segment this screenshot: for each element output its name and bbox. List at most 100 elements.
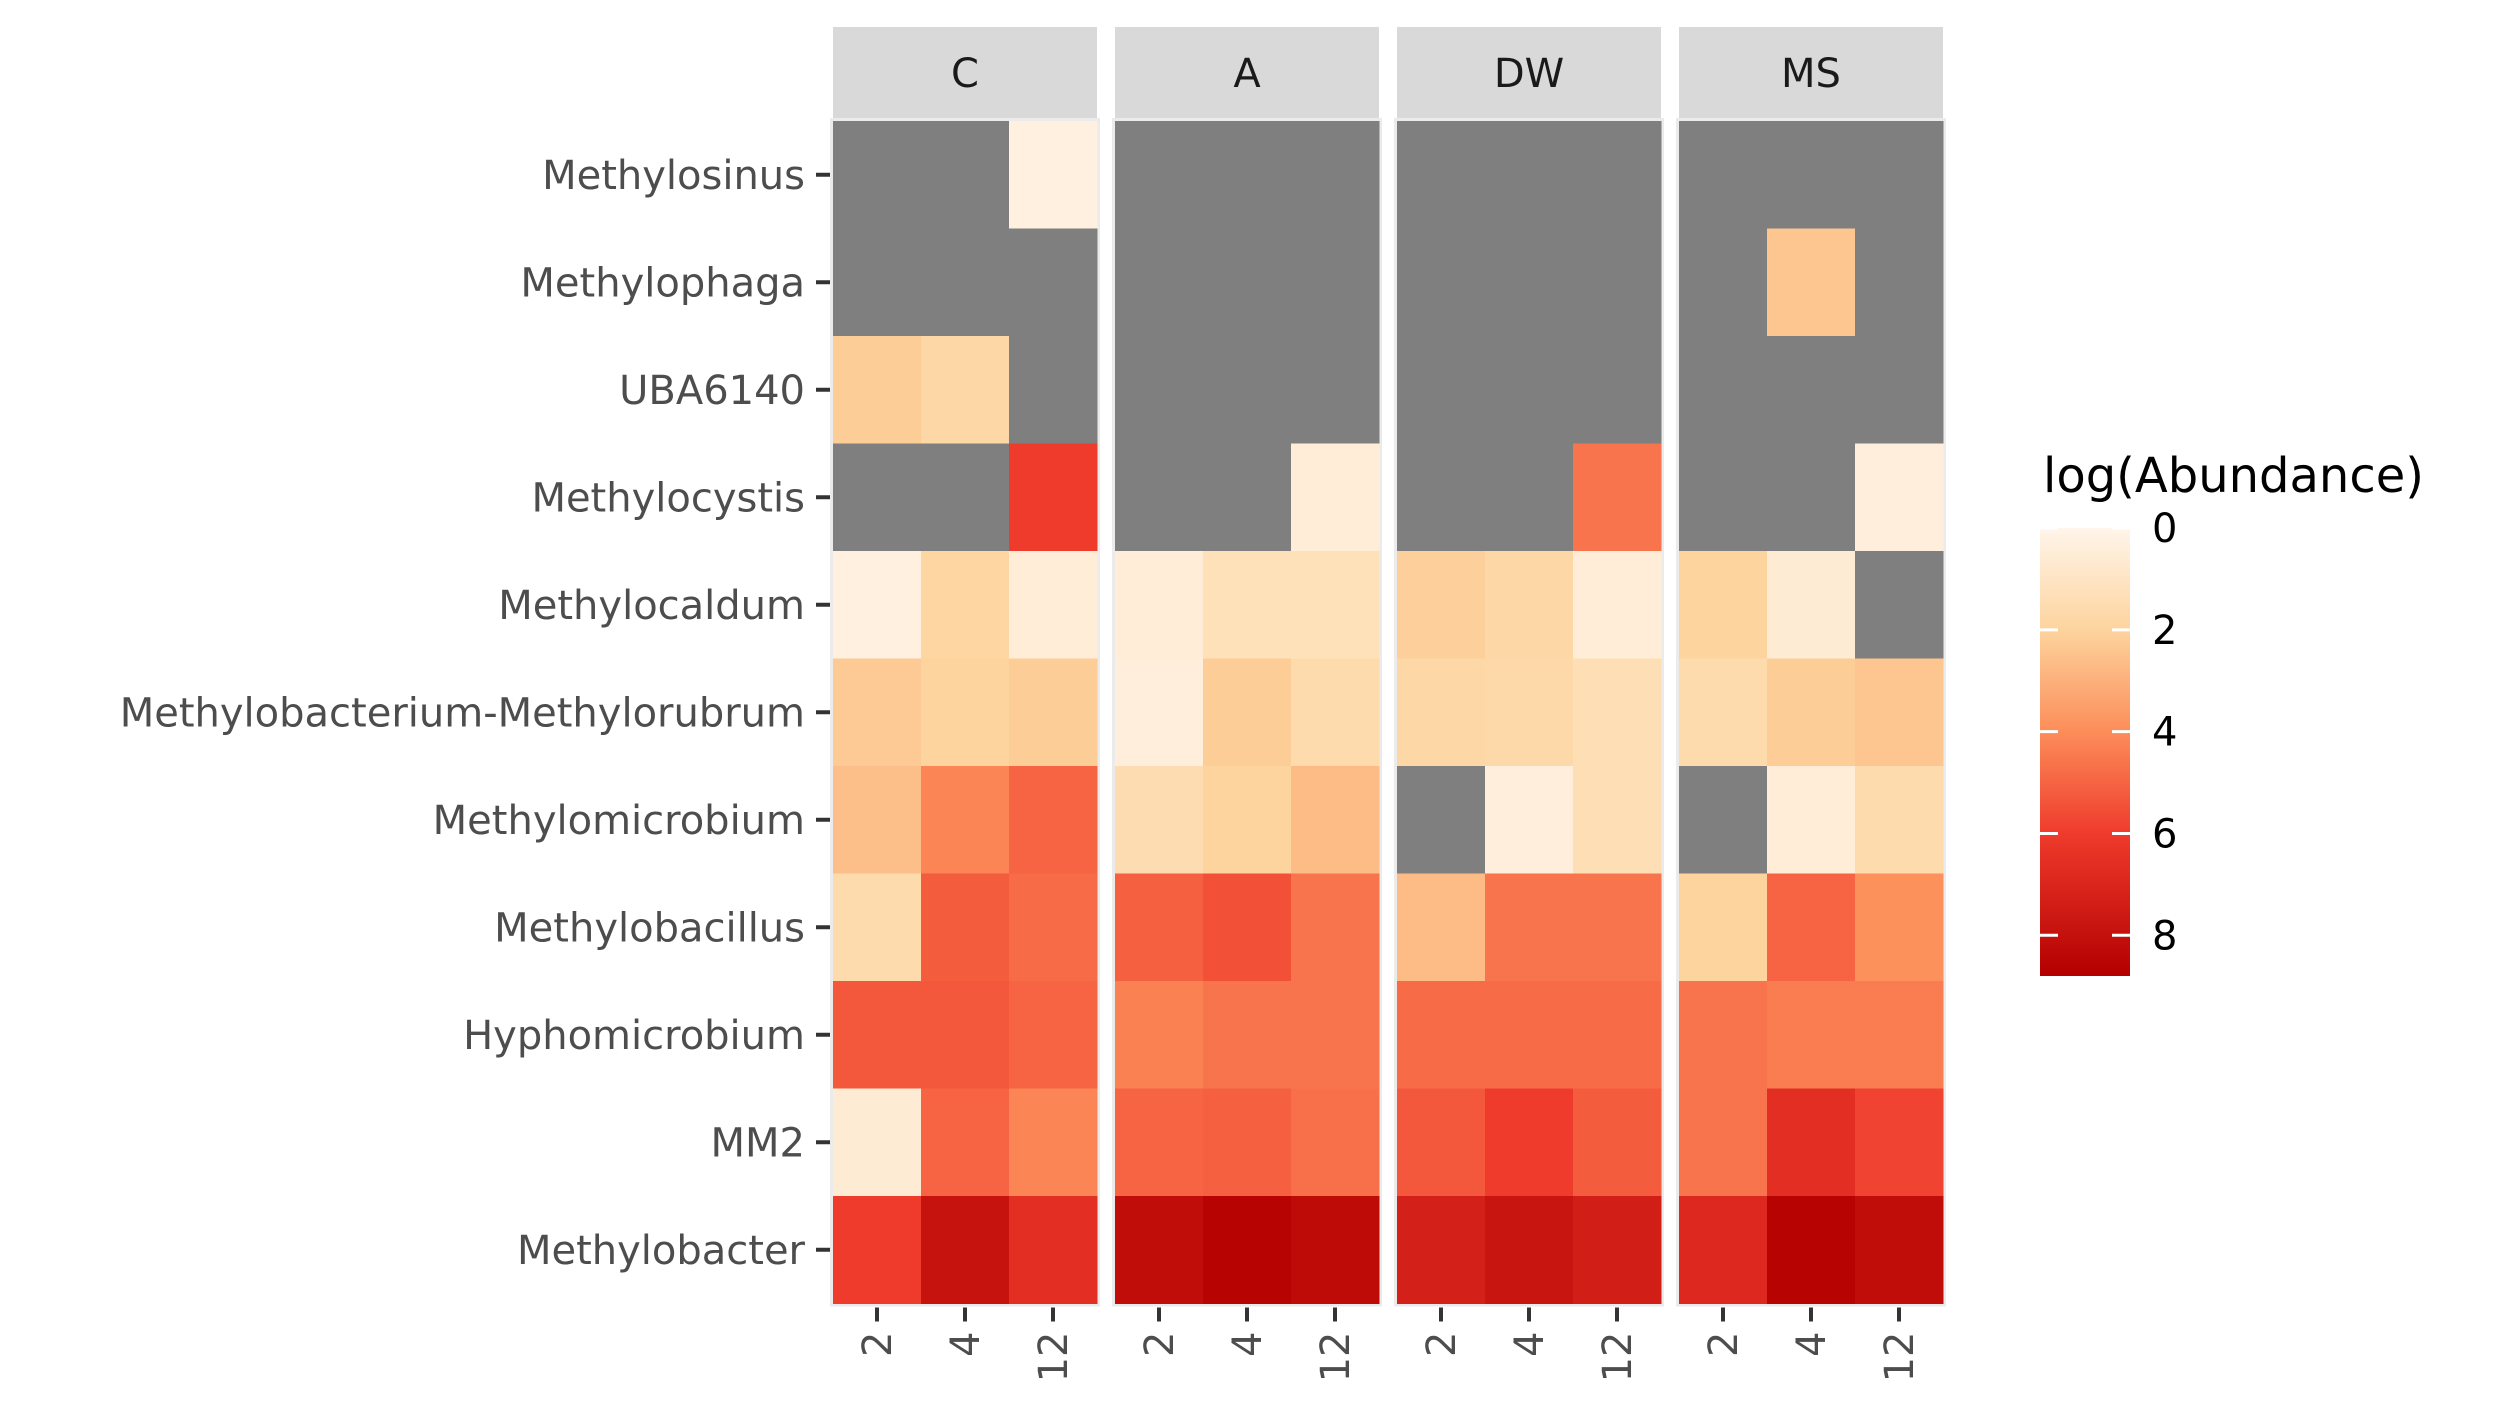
heatmap-cell xyxy=(1573,551,1662,659)
heatmap-cell xyxy=(1115,121,1204,229)
legend-tick-label: 4 xyxy=(2152,710,2177,756)
heatmap-cell xyxy=(1485,551,1574,659)
heatmap-cell xyxy=(833,336,922,444)
heatmap-cell xyxy=(1203,766,1292,874)
heatmap-cell xyxy=(1767,766,1856,874)
heatmap-cell xyxy=(1767,228,1856,337)
heatmap-cell xyxy=(1855,121,1944,229)
y-axis-labels: Methylosinus Methylophaga UBA6140 Methylocy… xyxy=(120,153,830,1274)
heatmap-cell xyxy=(833,873,922,982)
heatmap-cell xyxy=(1573,981,1662,1089)
heatmap-cell xyxy=(833,766,922,874)
heatmap-cell xyxy=(1679,873,1768,982)
heatmap-cell xyxy=(921,121,1010,229)
heatmap-cell xyxy=(1203,228,1292,337)
heatmap-cell xyxy=(1767,873,1856,982)
heatmap-cell xyxy=(1397,766,1486,874)
x-tick-label: 4 xyxy=(1225,1332,1271,1357)
heatmap-cell xyxy=(921,228,1010,337)
heatmap-cell xyxy=(1397,1088,1486,1197)
heatmap-cell xyxy=(1573,873,1662,982)
heatmap-cell xyxy=(1397,1196,1486,1304)
heatmap-cell xyxy=(1855,1088,1944,1197)
facet-panel-ms: MS xyxy=(1676,27,1946,1307)
y-tick-label: Methylosinus xyxy=(542,153,805,199)
heatmap-cell xyxy=(1115,658,1204,767)
y-tick-label: Methylobacillus xyxy=(494,905,805,951)
facet-strip xyxy=(833,27,1097,119)
x-axis-labels: 2 4 12 2 4 12 2 4 12 2 4 12 xyxy=(855,1307,1923,1383)
heatmap-cell xyxy=(1767,443,1856,552)
heatmap-cell xyxy=(1679,1196,1768,1304)
heatmap-cell xyxy=(1855,766,1944,874)
heatmap-cell xyxy=(1203,336,1292,444)
heatmap-cell xyxy=(1573,1196,1662,1304)
heatmap-cell xyxy=(1573,443,1662,552)
y-tick-label: Methylomicrobium xyxy=(433,798,805,844)
legend-title: log(Abundance) xyxy=(2043,448,2424,504)
heatmap-cell xyxy=(1291,228,1380,337)
legend-tick-label: 6 xyxy=(2152,811,2177,857)
legend-ticks: 0 2 4 6 8 xyxy=(2040,506,2177,959)
legend: log(Abundance) 0 2 4 6 8 xyxy=(2040,448,2424,976)
facet-panel-c: C xyxy=(830,27,1100,1307)
heatmap-cell xyxy=(833,228,922,337)
facet-label: A xyxy=(1233,51,1261,97)
heatmap-cell xyxy=(1855,443,1944,552)
heatmap-cell xyxy=(1115,443,1204,552)
heatmap-cell xyxy=(921,551,1010,659)
heatmap-cell xyxy=(1767,551,1856,659)
heatmap-cell xyxy=(1291,443,1380,552)
heatmap-cell xyxy=(1485,336,1574,444)
heatmap-cell xyxy=(1115,981,1204,1089)
heatmap-cell xyxy=(1291,336,1380,444)
facet-strip xyxy=(1115,27,1379,119)
heatmap-cell xyxy=(1397,443,1486,552)
heatmap-cell xyxy=(1397,981,1486,1089)
heatmap-cell xyxy=(1485,1196,1574,1304)
heatmap-cell xyxy=(1203,658,1292,767)
heatmap-cell xyxy=(921,1088,1010,1197)
heatmap-cell xyxy=(1485,1088,1574,1197)
heatmap-cell xyxy=(1009,981,1098,1089)
heatmap-cell xyxy=(1291,658,1380,767)
x-tick-label: 4 xyxy=(1507,1332,1553,1357)
heatmap-cell xyxy=(1767,121,1856,229)
heatmap-cell xyxy=(1679,1088,1768,1197)
heatmap-cell xyxy=(1855,873,1944,982)
heatmap-cell xyxy=(833,121,922,229)
heatmap-cell xyxy=(1397,228,1486,337)
x-tick-label: 2 xyxy=(1137,1332,1183,1357)
heatmap-cell xyxy=(1009,1088,1098,1197)
heatmap-cell xyxy=(833,1088,922,1197)
heatmap-cell xyxy=(1203,873,1292,982)
heatmap-cell xyxy=(1573,658,1662,767)
legend-colorbar xyxy=(2040,528,2130,976)
x-tick-label: 4 xyxy=(1789,1332,1835,1357)
facet-panel-a: A xyxy=(1112,27,1382,1307)
heatmap-cell xyxy=(921,981,1010,1089)
x-tick-label: 12 xyxy=(1877,1332,1923,1383)
heatmap-cell xyxy=(1679,981,1768,1089)
heatmap-cell xyxy=(1009,1196,1098,1304)
x-tick-label: 2 xyxy=(1419,1332,1465,1357)
heatmap-cell xyxy=(1767,981,1856,1089)
heatmap-cell xyxy=(1855,658,1944,767)
heatmap-cell xyxy=(833,1196,922,1304)
heatmap-cell xyxy=(1203,443,1292,552)
heatmap-cell xyxy=(921,873,1010,982)
x-tick-label: 4 xyxy=(943,1332,989,1357)
heatmap-cell xyxy=(1679,766,1768,874)
heatmap-cell xyxy=(1485,121,1574,229)
heatmap-cell xyxy=(833,981,922,1089)
heatmap-cell xyxy=(1573,121,1662,229)
heatmap-cell xyxy=(1397,551,1486,659)
heatmap-cell xyxy=(1291,551,1380,659)
heatmap-cell xyxy=(1203,1196,1292,1304)
heatmap-cell xyxy=(921,336,1010,444)
heatmap-cell xyxy=(833,551,922,659)
heatmap-cell xyxy=(1115,551,1204,659)
facet-label: MS xyxy=(1781,51,1841,97)
heatmap-cell xyxy=(1767,658,1856,767)
heatmap-cell xyxy=(1291,121,1380,229)
